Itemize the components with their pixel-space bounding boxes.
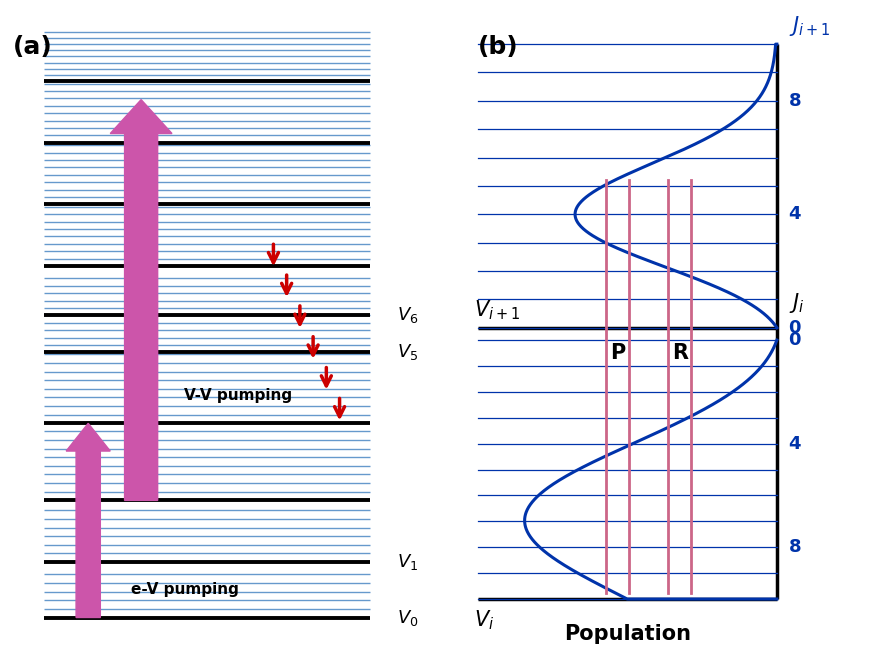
Text: 4: 4 <box>789 205 801 223</box>
Text: R: R <box>672 343 688 363</box>
Text: 8: 8 <box>789 92 801 110</box>
Text: $V_5$: $V_5$ <box>397 343 418 362</box>
Text: $V_i$: $V_i$ <box>475 608 495 632</box>
Text: $J_i$: $J_i$ <box>789 291 804 315</box>
Text: P: P <box>610 343 625 363</box>
Text: Population: Population <box>564 624 691 644</box>
Text: $V_0$: $V_0$ <box>397 607 418 628</box>
Text: 8: 8 <box>789 538 801 556</box>
Text: $V_1$: $V_1$ <box>397 552 418 572</box>
Text: V-V pumping: V-V pumping <box>184 388 292 403</box>
Text: 0: 0 <box>789 331 801 349</box>
Text: 4: 4 <box>789 435 801 452</box>
Text: e-V pumping: e-V pumping <box>131 582 239 597</box>
FancyArrow shape <box>66 423 110 618</box>
Text: $J_{i+1}$: $J_{i+1}$ <box>789 14 830 38</box>
FancyArrow shape <box>110 99 172 500</box>
Text: $V_6$: $V_6$ <box>397 306 418 325</box>
Text: (b): (b) <box>478 35 519 59</box>
Text: $V_{i+1}$: $V_{i+1}$ <box>475 298 520 321</box>
Text: 0: 0 <box>789 319 801 337</box>
Text: (a): (a) <box>13 35 53 59</box>
